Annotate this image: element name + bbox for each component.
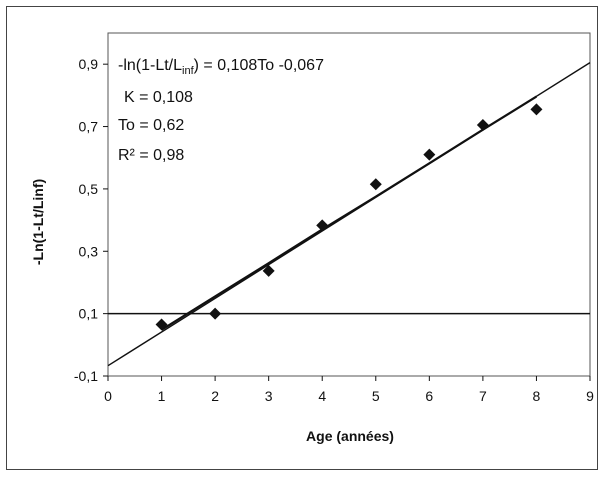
- y-tick-label: -0,1: [74, 368, 98, 384]
- x-tick-label: 4: [318, 388, 326, 404]
- x-axis-title: Age (années): [306, 428, 394, 444]
- x-tick-label: 8: [533, 388, 541, 404]
- data-point: [209, 307, 222, 320]
- chart-frame: [6, 6, 598, 470]
- equation-subscript: inf: [182, 65, 195, 77]
- y-axis-title: -Ln(1-Lt/Linf): [30, 179, 46, 265]
- x-tick-label: 2: [211, 388, 219, 404]
- plot-border: [107, 32, 591, 377]
- to-label: To = 0,62: [118, 117, 184, 134]
- x-tick-label: 1: [158, 388, 166, 404]
- x-tick-label: 5: [372, 388, 380, 404]
- x-tick-label: 6: [425, 388, 433, 404]
- data-point: [476, 118, 489, 131]
- y-tick-label: 0,5: [79, 181, 99, 197]
- data-points: [155, 103, 543, 331]
- fit-curve: [160, 95, 538, 331]
- axis-ticks: 0 1 2 3 4 5 6 7 8 9 -0,1 0,1 0,3 0,5 0,7 0,9: [74, 56, 594, 404]
- k-label: K = 0,108: [124, 89, 193, 106]
- y-tick-label: 0,1: [79, 306, 99, 322]
- data-point: [316, 219, 329, 232]
- data-point: [262, 264, 275, 277]
- y-tick-label: 0,9: [79, 56, 99, 72]
- plot-area: [107, 32, 591, 377]
- equation-prefix: -ln(1-Lt/L: [118, 57, 182, 74]
- x-tick-label: 7: [479, 388, 487, 404]
- equation-label: -ln(1-Lt/Linf) = 0,108To -0,067: [118, 57, 324, 77]
- data-point: [423, 148, 436, 161]
- equation-suffix: ) = 0,108To -0,067: [194, 57, 324, 74]
- data-point: [369, 178, 382, 191]
- y-tick-label: 0,7: [79, 119, 99, 135]
- lines: [107, 62, 591, 367]
- data-point: [530, 103, 543, 116]
- data-point: [155, 318, 168, 331]
- y-tick-label: 0,3: [79, 243, 99, 259]
- x-tick-label: 9: [586, 388, 594, 404]
- r2-label: R² = 0,98: [118, 147, 184, 164]
- x-tick-label: 0: [104, 388, 112, 404]
- x-tick-label: 3: [265, 388, 273, 404]
